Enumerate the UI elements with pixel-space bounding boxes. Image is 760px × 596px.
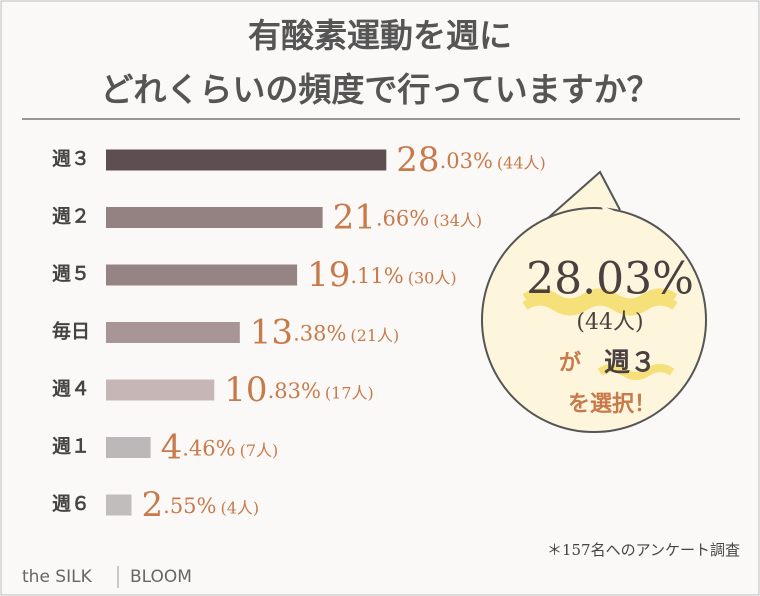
category-label: 週５ <box>52 263 90 285</box>
category-label: 毎日 <box>52 320 90 343</box>
bar <box>106 494 132 516</box>
title-line: 有酸素運動を週に <box>248 16 512 55</box>
highlight <box>597 364 675 380</box>
brand: BLOOM <box>130 567 192 587</box>
callout-text: が <box>559 350 581 376</box>
category-label: 週２ <box>52 206 90 228</box>
count-label: (17人) <box>325 384 374 403</box>
brand: the SILK <box>22 567 93 587</box>
count-label: (7人) <box>240 441 279 460</box>
value-label: 28.03% <box>396 140 493 180</box>
callout-value: 28.03% <box>526 254 694 305</box>
count-label: (44人) <box>497 154 546 173</box>
bar <box>106 207 323 228</box>
value-label: 4.46% <box>161 428 236 468</box>
value-label: 19.11% <box>307 255 404 295</box>
value-label: 21.66% <box>333 198 430 238</box>
count-label: (4人) <box>221 499 260 518</box>
callout-count: (44人) <box>576 310 643 335</box>
footnote: ＊157名へのアンケート調査 <box>547 541 740 559</box>
count-label: (30人) <box>408 269 457 288</box>
callout-text: を選択！ <box>568 391 656 417</box>
category-label: 週３ <box>52 148 90 170</box>
bubble <box>481 207 707 433</box>
bar <box>106 379 215 401</box>
bar <box>106 264 298 286</box>
category-label: 週１ <box>52 436 90 458</box>
value-label: 2.55% <box>142 485 217 525</box>
value-label: 13.38% <box>250 313 347 353</box>
bubble-tail-join <box>600 205 617 226</box>
bar <box>106 437 151 458</box>
count-label: (21人) <box>350 326 399 345</box>
count-label: (34人) <box>433 211 482 230</box>
title-line: どれくらいの頻度で行っていますか？ <box>100 70 659 109</box>
category-label: 週４ <box>52 378 90 400</box>
highlight <box>522 288 678 316</box>
value-label: 10.83% <box>224 370 321 410</box>
callout-text: 週３ <box>604 348 656 378</box>
bar <box>106 322 240 343</box>
bar <box>106 149 387 171</box>
category-label: 週６ <box>52 493 90 515</box>
